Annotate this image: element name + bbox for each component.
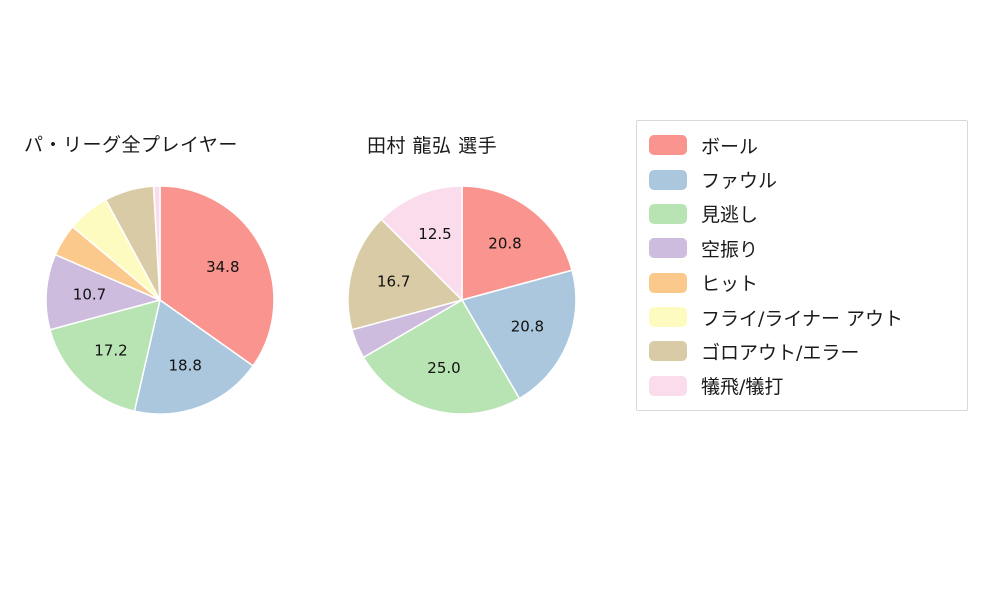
- pie-value-label: 12.5: [418, 225, 451, 243]
- legend-item: ゴロアウト/エラー: [649, 334, 955, 368]
- pie-slice-犠飛/犠打: [380, 185, 463, 301]
- pie-slice-ファウル: [133, 299, 254, 415]
- left-pie-title: パ・リーグ全プレイヤー: [24, 134, 238, 156]
- pie-slice-犠飛/犠打: [152, 185, 161, 301]
- legend-item: ファウル: [649, 163, 955, 197]
- right-pie-chart: 20.8 20.8 25.0 16.7 12.5: [347, 185, 577, 415]
- pie-slice-見逃し: [362, 299, 521, 415]
- pie-value-label: 34.8: [206, 258, 239, 276]
- legend-swatch: [649, 135, 687, 156]
- pie-value-label: 18.8: [168, 357, 201, 375]
- pie-value-label: 20.8: [488, 234, 521, 252]
- legend-item: 見逃し: [649, 197, 955, 231]
- legend-label: 見逃し: [701, 204, 759, 227]
- pie-slice-ゴロアウト/エラー: [347, 218, 463, 331]
- legend-swatch: [649, 307, 687, 328]
- legend-item: ボール: [649, 128, 955, 162]
- legend-item: 空振り: [649, 231, 955, 265]
- legend-swatch: [649, 203, 687, 224]
- legend-label: ボール: [701, 135, 759, 158]
- legend-item: ヒット: [649, 266, 955, 300]
- legend-label: ファウル: [701, 170, 778, 193]
- legend-label: ヒット: [701, 273, 759, 296]
- pie-slice-ボール: [159, 185, 275, 367]
- legend-label: フライ/ライナー アウト: [701, 307, 904, 330]
- legend-swatch: [649, 375, 687, 396]
- pie-value-label: 16.7: [377, 272, 410, 290]
- pie-slice-ファウル: [461, 269, 577, 400]
- legend: ボールファウル見逃し空振りヒットフライ/ライナー アウト ゴロアウト/エラー 犠飛/…: [636, 120, 968, 411]
- legend-item: フライ/ライナー アウト: [649, 300, 955, 334]
- pie-value-label: 10.7: [73, 285, 106, 303]
- pie-slice-空振り: [45, 253, 161, 331]
- legend-label: 犠飛/犠打: [701, 376, 784, 399]
- pie-slice-ボール: [461, 185, 573, 301]
- pie-slice-見逃し: [49, 299, 161, 412]
- pie-value-label: 25.0: [427, 359, 460, 377]
- legend-label: 空振り: [701, 238, 759, 261]
- pie-value-label: 20.8: [511, 317, 544, 335]
- legend-swatch: [649, 238, 687, 259]
- legend-swatch: [649, 169, 687, 190]
- right-pie-title: 田村 龍弘 選手: [367, 135, 498, 157]
- legend-swatch: [649, 341, 687, 362]
- left-pie-chart: 34.8 18.8 17.2 10.7: [45, 185, 275, 415]
- pie-value-label: 17.2: [94, 341, 127, 359]
- legend-swatch: [649, 272, 687, 293]
- legend-item: 犠飛/犠打: [649, 369, 955, 403]
- legend-label: ゴロアウト/エラー: [701, 341, 860, 364]
